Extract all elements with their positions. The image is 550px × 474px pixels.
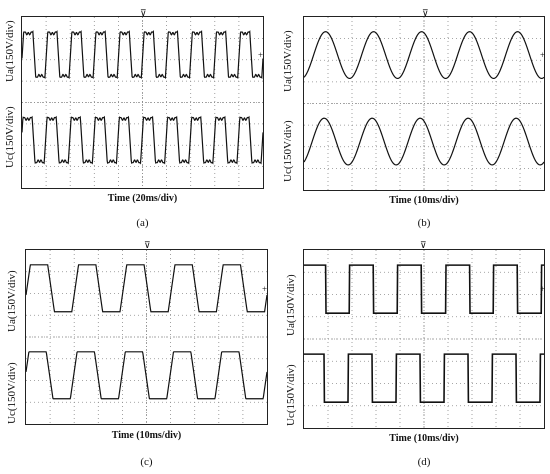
trace-ua — [26, 264, 267, 313]
panel-d-caption: (d) — [417, 456, 431, 468]
oscilloscope-svg — [304, 17, 544, 190]
panel-a-caption: (a) — [136, 217, 149, 229]
channel-marker-icon: + — [540, 50, 546, 60]
channel-marker-icon: + — [262, 284, 268, 294]
panel-b-caption: (b) — [417, 217, 431, 229]
trace-ua — [304, 264, 544, 314]
trigger-marker-icon: ⊽ — [144, 240, 151, 250]
oscilloscope-svg — [26, 250, 267, 424]
trace-uc — [304, 353, 544, 403]
panel-d-ch1-label: Ua(150V/div) — [285, 274, 297, 336]
panel-a-ch2-label: Uc(150V/div) — [4, 106, 16, 168]
panel-c-time-label: Time (10ms/div) — [111, 430, 182, 441]
trace-uc — [26, 351, 267, 400]
trigger-marker-icon: ⊽ — [420, 240, 427, 250]
panel-c-ch1-label: Ua(150V/div) — [6, 270, 18, 332]
panel-b-scope — [303, 16, 545, 191]
panel-d-time-label: Time (10ms/div) — [389, 433, 459, 444]
trace-uc — [22, 115, 263, 165]
channel-marker-icon: + — [258, 50, 264, 60]
trigger-marker-icon: ⊽ — [422, 8, 429, 18]
oscilloscope-svg — [304, 250, 544, 428]
trace-ua — [304, 31, 544, 80]
panel-a-ch1-label: Ua(150V/div) — [4, 20, 16, 82]
oscilloscope-svg — [22, 17, 263, 188]
trigger-marker-icon: ⊽ — [140, 8, 147, 18]
grid — [26, 250, 267, 424]
panel-c-scope — [25, 249, 268, 425]
trace-uc — [304, 117, 544, 166]
panel-c-caption: (c) — [140, 456, 153, 468]
grid — [304, 250, 544, 428]
panel-b-time-label: Time (10ms/div) — [389, 195, 459, 206]
grid — [22, 17, 263, 188]
panel-d-scope — [303, 249, 545, 429]
panel-a-scope — [21, 16, 264, 189]
trace-ua — [22, 30, 263, 80]
channel-marker-icon: + — [540, 284, 546, 294]
panel-a-time-label: Time (20ms/div) — [107, 193, 178, 204]
panel-d-ch2-label: Uc(150V/div) — [285, 364, 297, 426]
panel-c-ch2-label: Uc(150V/div) — [6, 362, 18, 424]
panel-b-ch2-label: Uc(150V/div) — [282, 120, 294, 182]
panel-b-ch1-label: Ua(150V/div) — [282, 30, 294, 92]
grid — [304, 17, 544, 190]
